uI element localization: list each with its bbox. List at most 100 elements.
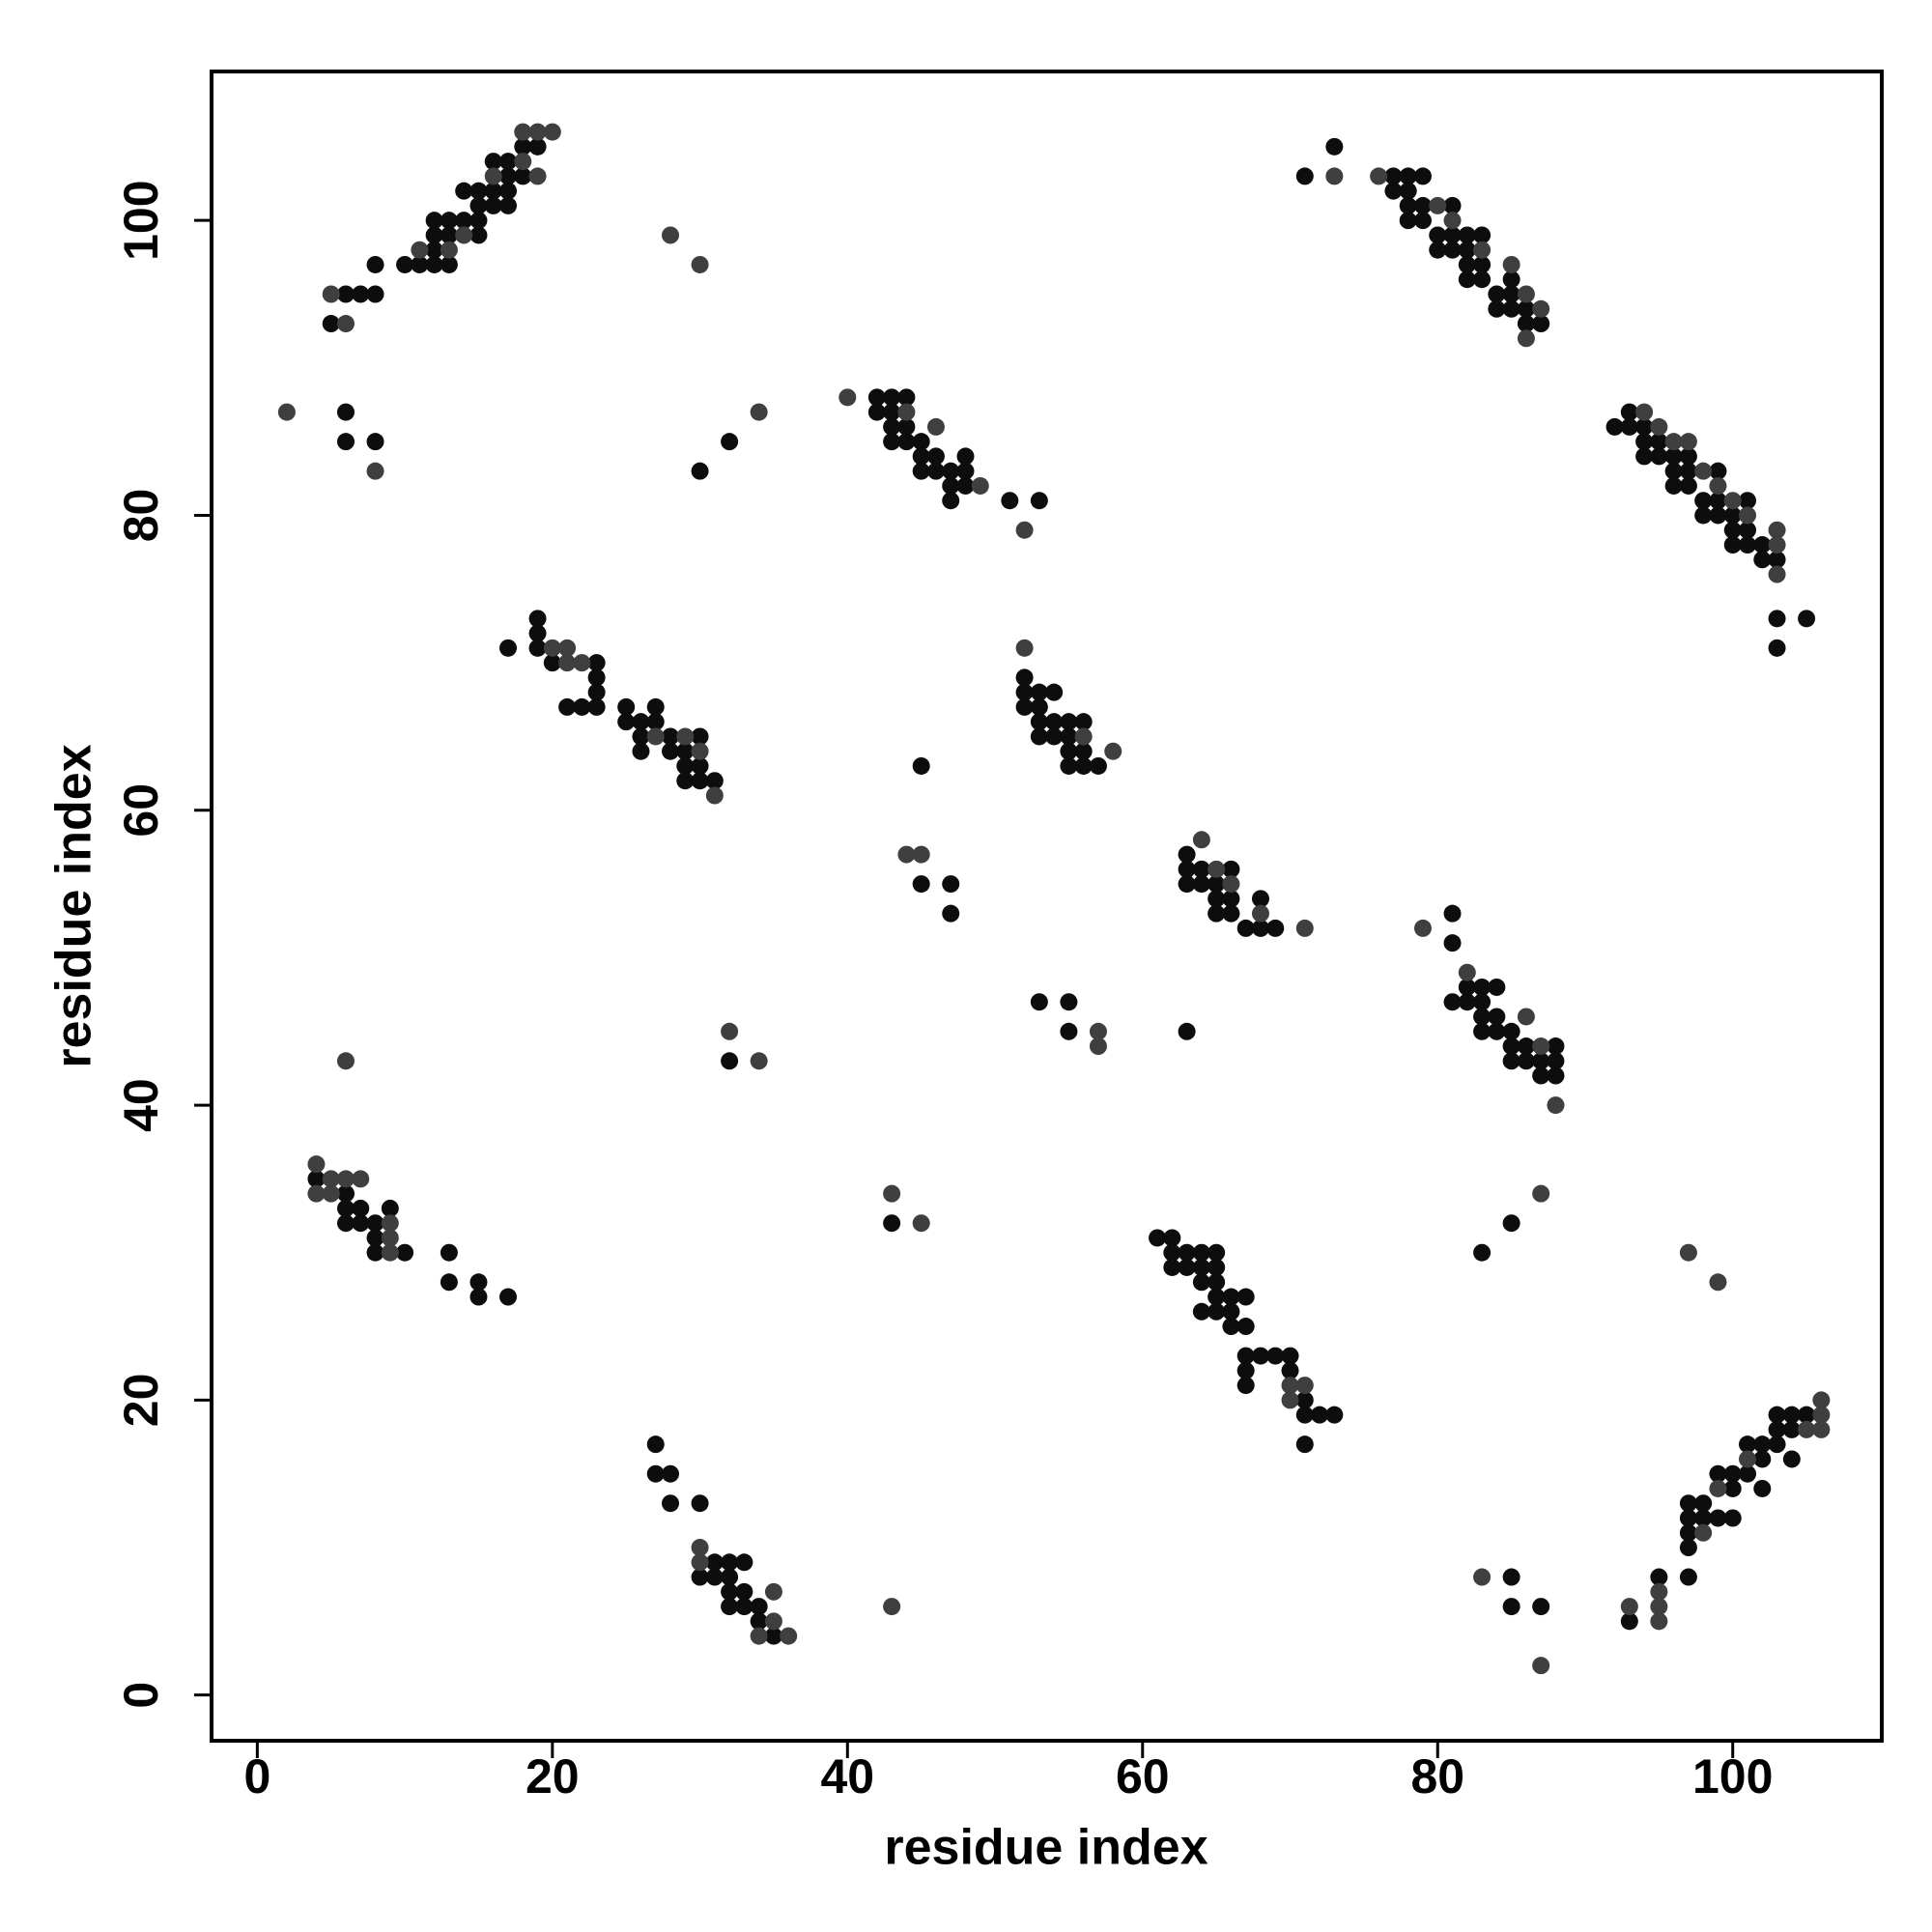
point	[764, 1612, 782, 1631]
point	[514, 137, 532, 156]
point	[926, 462, 945, 480]
point	[1620, 417, 1638, 436]
point	[1030, 993, 1048, 1011]
point	[1060, 727, 1078, 746]
y-axis-label: residue index	[46, 744, 102, 1067]
point	[721, 1568, 739, 1586]
point	[366, 285, 384, 303]
point	[411, 255, 429, 273]
point	[1399, 182, 1417, 200]
point	[1488, 1008, 1506, 1026]
point	[1413, 167, 1432, 185]
point	[1650, 433, 1668, 451]
point	[1030, 697, 1048, 716]
point	[543, 639, 561, 657]
point	[1620, 403, 1638, 421]
point	[1458, 270, 1476, 289]
point	[646, 1435, 665, 1454]
point	[1664, 476, 1683, 495]
point	[1782, 1406, 1801, 1424]
point	[1399, 196, 1417, 214]
point	[1547, 1096, 1565, 1115]
point	[1502, 255, 1520, 273]
point	[1413, 212, 1432, 230]
point	[336, 285, 355, 303]
point	[366, 1243, 384, 1262]
point	[1251, 919, 1269, 937]
point	[1295, 1377, 1314, 1395]
point	[1045, 727, 1064, 746]
point	[573, 654, 591, 672]
point	[1030, 492, 1048, 510]
point	[1163, 1243, 1181, 1262]
point	[1709, 1479, 1727, 1497]
point	[646, 697, 665, 716]
point	[1768, 565, 1786, 583]
point	[912, 462, 930, 480]
point	[1281, 1347, 1299, 1365]
point	[1429, 196, 1447, 214]
point	[883, 1184, 901, 1203]
point	[469, 1288, 488, 1306]
point	[1208, 904, 1226, 923]
point	[1045, 713, 1064, 731]
point	[1620, 1612, 1638, 1631]
point	[1547, 1037, 1565, 1056]
point	[1192, 1302, 1210, 1321]
point	[381, 1229, 399, 1247]
point	[1739, 536, 1757, 554]
point	[1178, 1022, 1196, 1040]
y-tick-label: 20	[114, 1374, 168, 1428]
point	[1723, 1509, 1742, 1527]
point	[1060, 993, 1078, 1011]
point	[1311, 1406, 1329, 1424]
point	[1251, 904, 1269, 923]
point	[646, 1464, 665, 1483]
point	[1650, 417, 1668, 436]
point	[1723, 1464, 1742, 1483]
point	[1547, 1052, 1565, 1070]
point	[691, 1539, 709, 1557]
point	[1325, 1406, 1344, 1424]
point	[1325, 167, 1344, 185]
point	[662, 226, 680, 244]
point	[1074, 727, 1093, 746]
point	[1547, 1066, 1565, 1085]
point	[897, 403, 916, 421]
point	[469, 1273, 488, 1292]
point	[1679, 1509, 1697, 1527]
point	[1443, 904, 1462, 923]
point	[1517, 1008, 1535, 1026]
point	[1709, 492, 1727, 510]
point	[528, 639, 547, 657]
point	[1060, 742, 1078, 760]
point	[926, 417, 945, 436]
point	[1074, 713, 1093, 731]
point	[336, 1052, 355, 1070]
point	[1266, 919, 1285, 937]
point	[1502, 1568, 1520, 1586]
point	[440, 1273, 458, 1292]
point	[1473, 1243, 1492, 1262]
point	[1443, 993, 1462, 1011]
point	[1694, 1494, 1713, 1513]
point	[1222, 1302, 1240, 1321]
point	[528, 123, 547, 141]
point	[411, 241, 429, 259]
point	[1635, 447, 1654, 466]
point	[1502, 270, 1520, 289]
point	[1178, 860, 1196, 878]
point	[336, 1199, 355, 1217]
point	[514, 167, 532, 185]
point	[1222, 875, 1240, 894]
point	[721, 1598, 739, 1616]
point	[1149, 1229, 1167, 1247]
point	[1473, 241, 1492, 259]
point	[322, 1170, 340, 1188]
point	[1798, 1406, 1816, 1424]
point	[1281, 1391, 1299, 1409]
point	[396, 255, 414, 273]
point	[735, 1553, 753, 1572]
point	[1045, 683, 1064, 701]
point	[721, 1582, 739, 1601]
